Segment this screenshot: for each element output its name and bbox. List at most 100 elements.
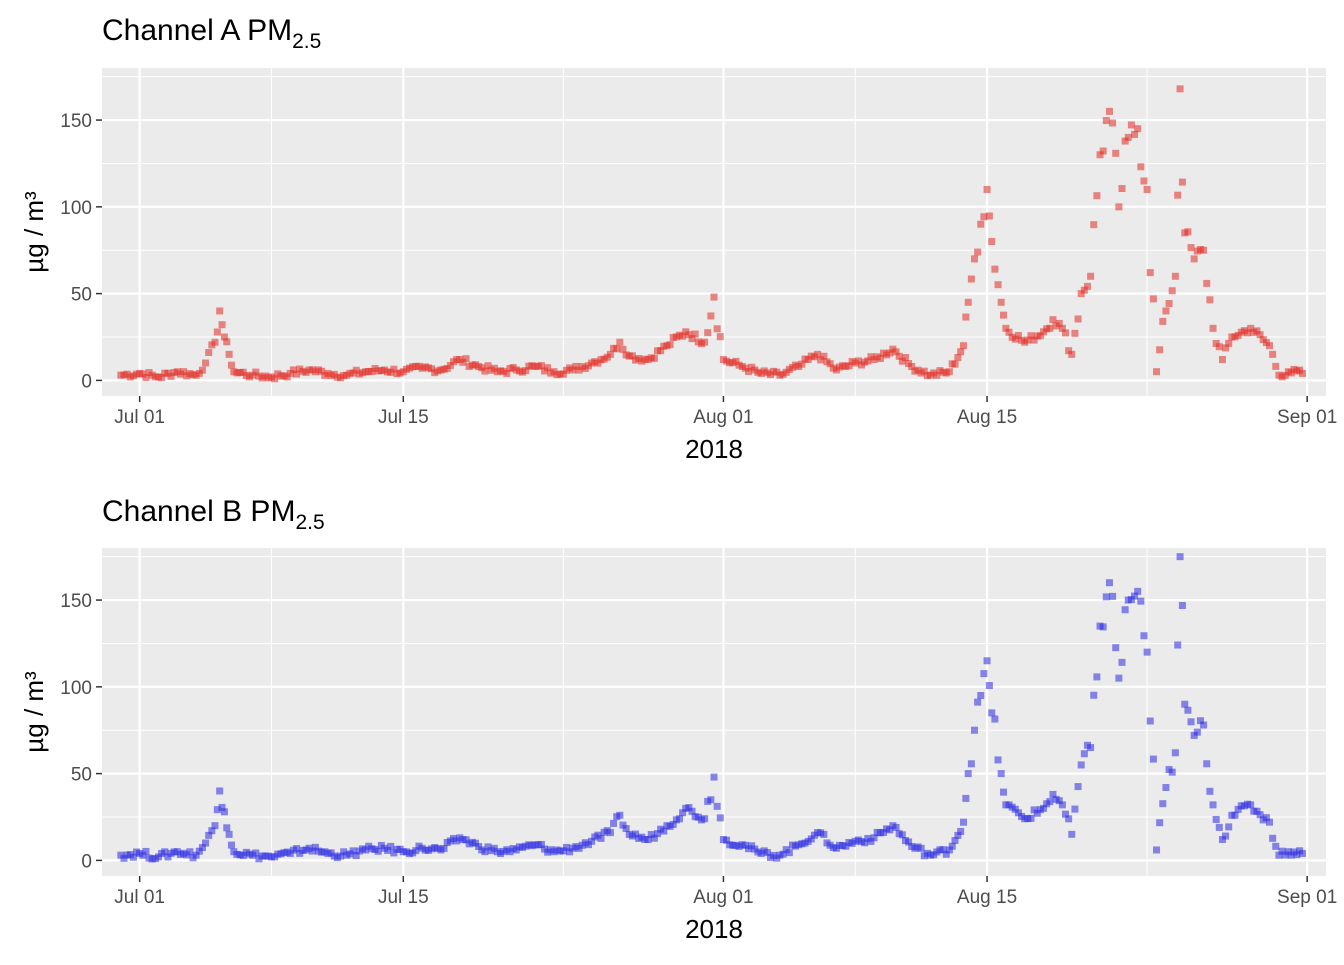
data-point [462,836,470,844]
chart-channel-a: Channel A PM2.5 0 50 100 150 Jul 01 Jul 15 Aug… [19,14,1337,464]
data-point [1256,331,1264,339]
data-point [1193,728,1201,736]
data-point [569,366,577,374]
data-point [685,804,693,812]
chart-channel-b: Channel B PM2.5 0 50 100 150 Jul 01 Jul 15 Aug… [19,495,1337,944]
data-point [218,321,226,329]
data-point [1209,324,1217,332]
data-point [879,828,887,836]
data-point [566,848,574,856]
data-point [962,794,970,802]
data-point [308,847,316,855]
data-point [1146,269,1154,277]
data-point [1171,749,1179,757]
data-point [933,371,941,379]
data-point [1153,368,1161,376]
data-point [688,807,696,815]
data-point [1014,809,1022,817]
data-point [745,367,753,375]
x-tick-label: Aug 01 [693,407,753,428]
data-point [1206,787,1214,795]
data-point [1027,332,1035,340]
data-point [1244,329,1252,337]
data-point [1247,324,1255,332]
data-point [1272,842,1280,850]
data-point [1109,592,1117,600]
data-point [142,847,150,855]
major-gridlines [102,68,1326,396]
y-tick-label: 100 [60,198,92,219]
data-point [622,825,630,833]
y-tick-label: 150 [60,591,92,612]
data-point [948,842,956,850]
data-point [129,853,137,861]
data-point [997,298,1005,306]
data-point [198,844,206,852]
y-tick-label: 50 [71,765,92,786]
data-point [1266,818,1274,826]
data-point [991,265,999,273]
data-point [977,220,985,228]
data-point [1266,342,1274,350]
data-point [707,796,715,804]
axis-ticks: 0 50 100 150 Jul 01 Jul 15 Aug 01 Aug 15 Sep 01 [60,591,1337,908]
data-point [954,831,962,839]
data-point [1187,244,1195,252]
data-point [213,806,221,814]
data-point [716,333,724,341]
data-point [349,847,357,855]
data-point [991,715,999,723]
data-point [654,830,662,838]
data-point [1137,163,1145,171]
data-point [845,362,853,370]
data-point [710,773,718,781]
data-point [842,842,850,850]
data-point [983,657,991,665]
data-point [562,843,570,851]
data-point [861,839,869,847]
data-point [1171,272,1179,280]
data-point [428,365,436,373]
data-point [1112,644,1120,652]
data-points [117,85,1306,383]
data-point [227,361,235,369]
data-point [713,802,721,810]
data-point [1168,287,1176,295]
data-point [213,328,221,336]
data-point [666,341,674,349]
data-point [1253,327,1261,335]
data-point [225,350,233,358]
data-point [1030,336,1038,344]
data-point [202,359,210,367]
data-point [572,362,580,370]
data-point [1087,744,1095,752]
data-point [669,820,677,828]
data-point [1124,133,1132,141]
data-point [1121,137,1129,145]
x-axis-label: 2018 [685,434,743,464]
data-point [218,803,226,811]
data-point [384,846,392,854]
data-point [1278,847,1286,855]
data-point [1121,606,1129,614]
data-point [227,841,235,849]
data-point [710,293,718,301]
data-point [293,370,301,378]
data-point [158,374,166,382]
y-tick-label: 100 [60,678,92,699]
data-point [1159,317,1167,325]
data-point [716,814,724,822]
data-point [1215,343,1223,351]
data-point [1040,804,1048,812]
data-point [1215,823,1223,831]
data-point [1115,674,1123,682]
data-point [606,350,614,358]
data-point [1200,721,1208,729]
data-point [1159,800,1167,808]
data-point [895,352,903,360]
data-point [205,349,213,357]
data-point [1176,553,1184,561]
data-point [271,375,279,383]
data-point [886,349,894,357]
axis-ticks: 0 50 100 150 Jul 01 Jul 15 Aug 01 Aug 15 Sep 01 [60,111,1337,428]
